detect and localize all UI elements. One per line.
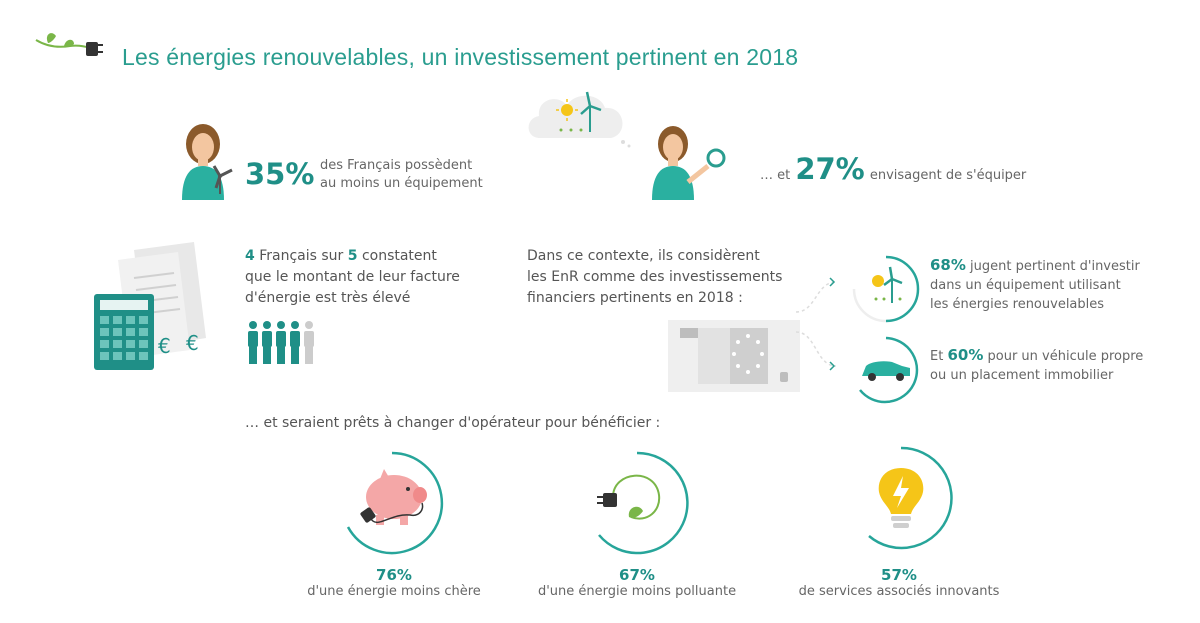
bills-rest: constatent [361, 248, 437, 264]
piggy-bank-plug-icon [342, 451, 444, 555]
car-ring-icon [854, 336, 919, 404]
calculator-bills-icon: € € [94, 242, 206, 370]
lightbulb-bolt-icon [851, 446, 953, 550]
context-line2: les EnR comme des investissements [527, 269, 783, 285]
person-figure [290, 321, 300, 364]
stat-27-text: envisagent de s'équiper [869, 168, 1027, 183]
plug-vine-logo-icon [35, 33, 103, 56]
bracket-connector [795, 277, 837, 371]
thought-cloud-icon [528, 91, 631, 148]
person-figure [276, 321, 286, 364]
bills-n1: 4 [245, 248, 255, 264]
stat-35-value: 35% [245, 157, 315, 191]
bills-line3: d'énergie est très élevé [245, 290, 411, 306]
invest-60-prefix: Et [930, 349, 944, 364]
context-text: Dans ce contexte, ils considèrent les En… [527, 246, 782, 309]
svg-text:€: € [186, 331, 199, 355]
invest-68-value: 68% [930, 256, 966, 274]
benefit-2-label: d'une énergie moins polluante [537, 584, 737, 599]
sun-turbine-ring-icon [852, 255, 920, 323]
benefit-3-label: de services associés innovants [798, 584, 1000, 599]
invest-68-line3: les énergies renouvelables [930, 297, 1105, 312]
bills-line1: 4 Français sur 5 constatent [245, 246, 460, 267]
invest-68-line2: dans un équipement utilisant [930, 278, 1121, 293]
invest-68-text: 68% jugent pertinent d'investir dans un … [930, 256, 1140, 314]
stat-27-value: 27% [795, 152, 865, 186]
bills-n2: 5 [347, 248, 358, 264]
benefit-1-value: 76% [376, 566, 412, 584]
woman-turbine-icon [182, 124, 233, 200]
invest-60-line1-text: pour un véhicule propre [987, 349, 1144, 364]
stat-35-line2: au moins un équipement [320, 176, 483, 191]
person-figure [304, 321, 314, 364]
plug-leaf-icon [587, 451, 689, 555]
benefit-2-value: 67% [619, 566, 655, 584]
switch-intro: … et seraient prêts à changer d'opérateu… [245, 415, 661, 431]
invest-60-value: 60% [947, 346, 984, 364]
context-line1: Dans ce contexte, ils considèrent [527, 248, 760, 264]
stat-27-prefix: … et [760, 168, 791, 183]
people-ratio-icon [248, 321, 314, 364]
svg-text:€: € [158, 334, 171, 358]
stat-35-text: des Français possèdent au moins un équip… [320, 157, 483, 193]
bills-line2: que le montant de leur facture [245, 269, 460, 285]
bills-mid: Français sur [259, 248, 344, 264]
invest-60-text: Et 60% pour un véhicule propre ou un pla… [930, 346, 1143, 385]
stat-27-row: … et 27% envisagent de s'équiper [760, 152, 1026, 186]
invest-68-line1-text: jugent pertinent d'investir [970, 259, 1140, 274]
benefit-2: 67% d'une énergie moins polluante [524, 566, 750, 599]
bills-text: 4 Français sur 5 constatent que le monta… [245, 246, 460, 309]
benefit-3-value: 57% [881, 566, 917, 584]
benefit-1: 76% d'une énergie moins chère [289, 566, 499, 599]
page-title: Les énergies renouvelables, un investiss… [122, 44, 799, 70]
woman-magnifier-icon [652, 126, 726, 200]
benefit-1-label: d'une énergie moins chère [307, 584, 481, 599]
person-figure [262, 321, 272, 364]
invest-60-line2: ou un placement immobilier [930, 368, 1114, 383]
context-line3: financiers pertinents en 2018 : [527, 290, 743, 306]
stat-35-line1: des Français possèdent [320, 158, 473, 173]
person-figure [248, 321, 258, 364]
eu-banknote-icon [668, 320, 800, 392]
benefit-3: 57% de services associés innovants [786, 566, 1012, 599]
invest-68-line1: 68% jugent pertinent d'investir [930, 256, 1140, 276]
invest-60-line1: Et 60% pour un véhicule propre [930, 346, 1143, 366]
